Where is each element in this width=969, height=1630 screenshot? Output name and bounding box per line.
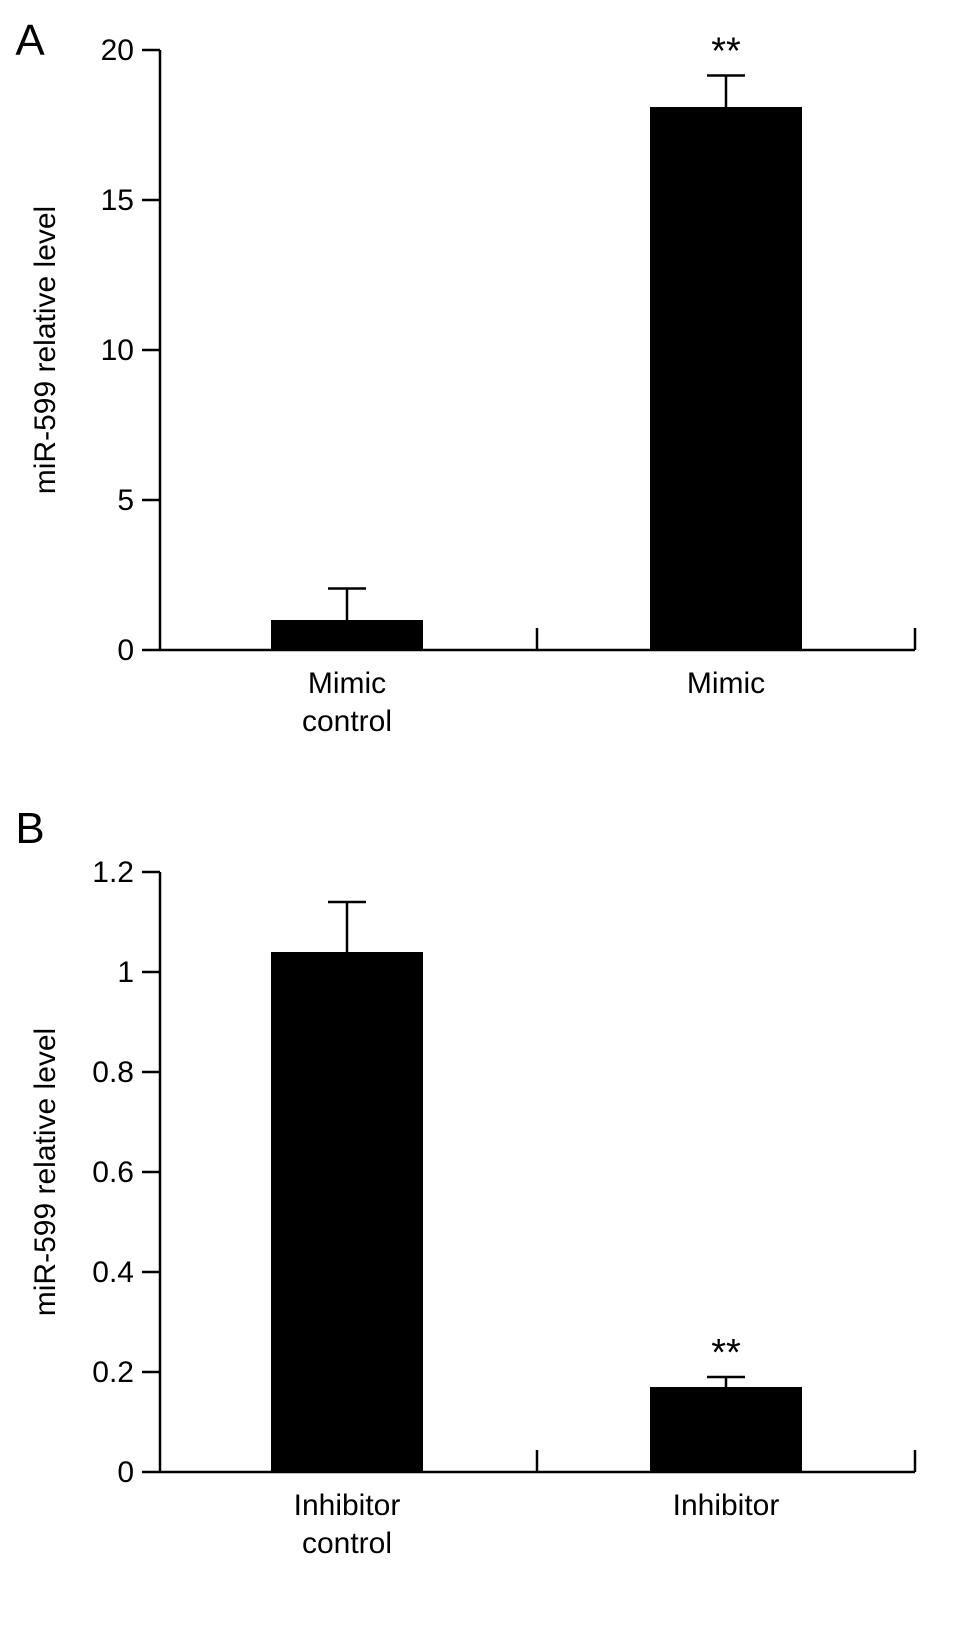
significance-label: ** bbox=[711, 1332, 741, 1374]
x-category-label: Inhibitor bbox=[294, 1489, 401, 1522]
y-tick-label: 20 bbox=[101, 34, 134, 67]
panel-label: A bbox=[15, 16, 45, 65]
bar bbox=[650, 1387, 802, 1472]
x-category-label: Mimic bbox=[687, 667, 765, 700]
y-tick-label: 0 bbox=[117, 634, 134, 667]
y-tick-label: 1 bbox=[117, 956, 134, 989]
x-category-label: Mimic bbox=[308, 667, 386, 700]
y-tick-label: 5 bbox=[117, 484, 134, 517]
y-tick-label: 0 bbox=[117, 1456, 134, 1489]
y-tick-label: 0.6 bbox=[92, 1156, 134, 1189]
y-axis-label: miR-599 relative level bbox=[29, 1028, 62, 1316]
bar bbox=[271, 620, 423, 650]
y-tick-label: 0.2 bbox=[92, 1356, 134, 1389]
bar bbox=[650, 107, 802, 650]
panel-label: B bbox=[15, 804, 44, 853]
x-category-label: Inhibitor bbox=[673, 1489, 780, 1522]
bar bbox=[271, 952, 423, 1472]
x-category-label: control bbox=[302, 1527, 392, 1560]
chart-panel-a: A 0 5 10 15 20 miR-599 relative level Mimic cont… bbox=[15, 16, 917, 738]
y-tick-label: 0.8 bbox=[92, 1056, 134, 1089]
y-tick-label: 10 bbox=[101, 334, 134, 367]
chart-panel-b: B 0 0.2 0.4 0.6 0.8 1 1.2 miR-599 relative level… bbox=[15, 804, 917, 1560]
y-axis-label: miR-599 relative level bbox=[29, 206, 62, 494]
x-category-label: control bbox=[302, 705, 392, 738]
y-tick-label: 1.2 bbox=[92, 856, 134, 889]
y-tick-label: 15 bbox=[101, 184, 134, 217]
significance-label: ** bbox=[711, 31, 741, 73]
y-tick-label: 0.4 bbox=[92, 1256, 134, 1289]
